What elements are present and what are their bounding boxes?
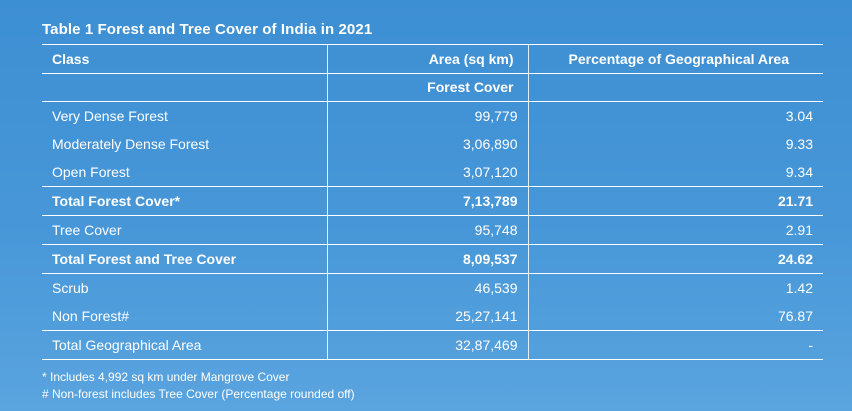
row-percentage: 3.04 [785, 108, 813, 124]
row-area: 3,07,120 [326, 158, 529, 187]
header-area: Area (sq km) [326, 44, 529, 74]
row-class: Total Forest and Tree Cover [42, 244, 327, 274]
row-area: 25,27,141 [326, 302, 529, 331]
table-row: Non Forest# 25,27,141 76.87 [42, 302, 823, 331]
row-class: Total Geographical Area [42, 330, 327, 360]
row-area: 32,87,469 [326, 330, 529, 360]
header-row: Class Area (sq km) Percentage of Geograp… [42, 44, 823, 74]
table-row: Very Dense Forest 99,779 3.04 [42, 101, 823, 130]
row-area: 3,06,890 [326, 130, 529, 158]
row-class: Very Dense Forest [52, 108, 168, 124]
footnote-non-forest: # Non-forest includes Tree Cover (Percen… [42, 387, 355, 401]
footnote-mangrove: * Includes 4,992 sq km under Mangrove Co… [42, 370, 290, 384]
row-percentage: 76.87 [528, 302, 823, 331]
table-row: Total Geographical Area 32,87,469 - [42, 330, 823, 360]
row-percentage: 9.33 [785, 136, 813, 152]
forest-cover-table: Class Area (sq km) Percentage of Geograp… [42, 44, 823, 360]
row-area: 95,748 [326, 215, 529, 245]
subheader-forest-cover: Forest Cover [326, 73, 529, 102]
header-percentage: Percentage of Geographical Area [528, 44, 823, 74]
row-class: Scrub [52, 280, 89, 296]
header-class: Class [42, 44, 327, 74]
subheader-blank-2 [528, 73, 823, 102]
row-percentage: 24.62 [528, 244, 823, 274]
table-row: Tree Cover 95,748 2.91 [42, 215, 823, 245]
row-percentage: 21.71 [528, 186, 823, 216]
row-percentage: 9.34 [528, 158, 823, 187]
table-row: Moderately Dense Forest 3,06,890 9.33 [42, 130, 823, 158]
row-class: Non Forest# [42, 302, 327, 331]
row-area: 7,13,789 [326, 186, 529, 216]
table-row-total: Total Forest Cover* 7,13,789 21.71 [42, 186, 823, 216]
row-area: 8,09,537 [326, 244, 529, 274]
row-area: 46,539 [326, 273, 529, 302]
row-percentage: - [528, 330, 823, 360]
subheader-row: Forest Cover [42, 73, 823, 102]
row-class: Tree Cover [42, 215, 327, 245]
row-class: Total Forest Cover* [42, 186, 327, 216]
row-class: Open Forest [42, 158, 327, 187]
table-title: Table 1 Forest and Tree Cover of India i… [42, 21, 373, 38]
row-area: 99,779 [326, 101, 529, 130]
row-class: Moderately Dense Forest [52, 136, 210, 152]
subheader-blank [42, 73, 327, 102]
table-row-total: Total Forest and Tree Cover 8,09,537 24.… [42, 244, 823, 274]
row-percentage: 1.42 [785, 280, 813, 296]
row-percentage: 2.91 [528, 215, 823, 245]
table-row: Open Forest 3,07,120 9.34 [42, 158, 823, 187]
table-row: Scrub 46,539 1.42 [42, 273, 823, 302]
